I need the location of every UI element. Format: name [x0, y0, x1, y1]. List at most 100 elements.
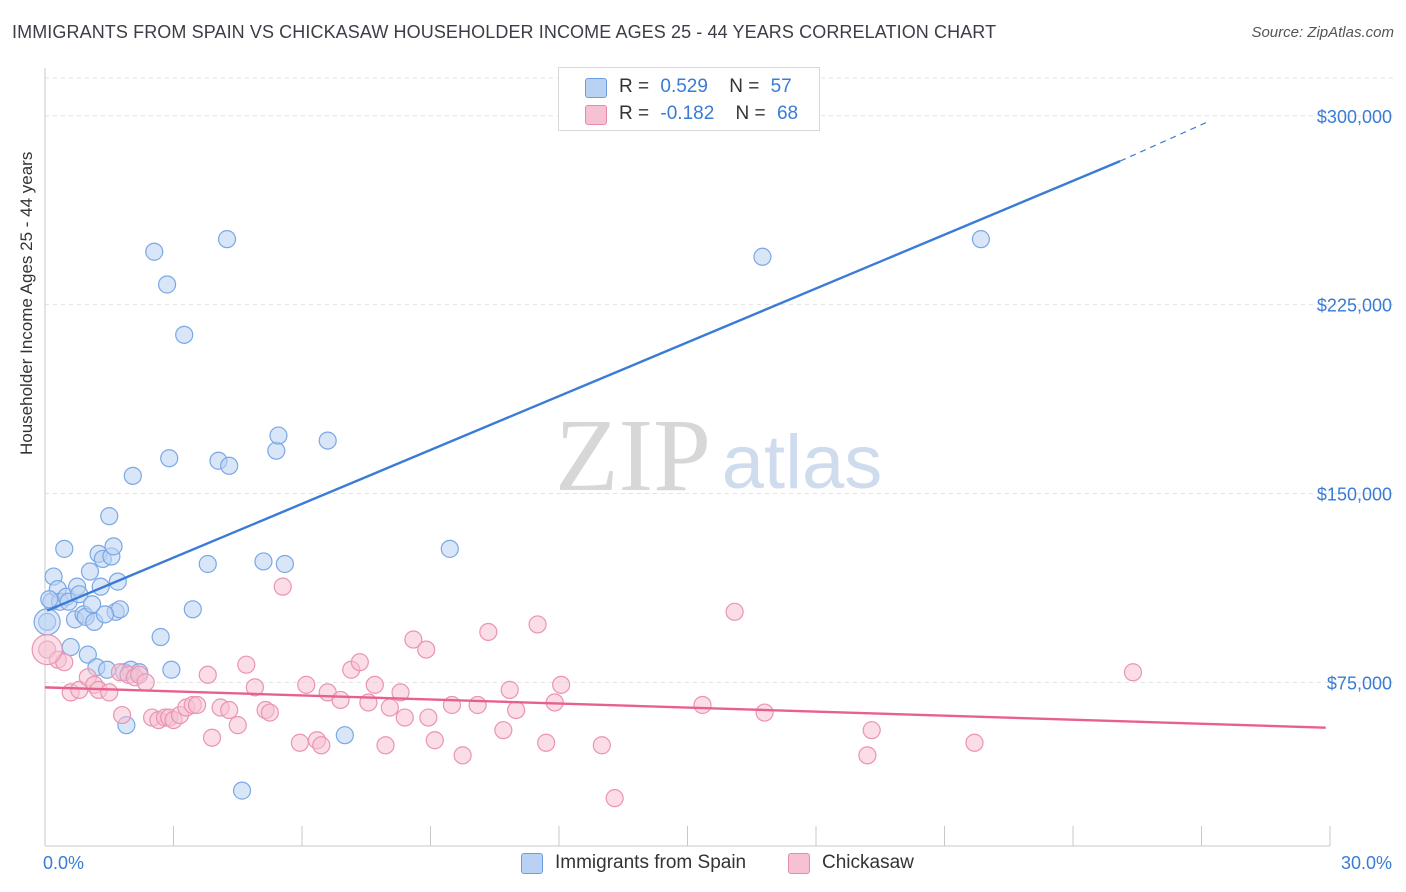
chickasaw-point [380, 698, 399, 717]
spain-point [40, 590, 59, 609]
chickasaw-point [187, 695, 207, 715]
y-tick-label: $150,000 [1317, 484, 1392, 504]
chickasaw-swatch [585, 105, 607, 125]
chickasaw-point [290, 733, 309, 752]
chickasaw-point [453, 746, 472, 765]
spain-legend-label: Immigrants from Spain [555, 852, 747, 873]
chickasaw-r-label: R = [619, 103, 650, 124]
chickasaw-point [273, 577, 292, 596]
spain-point [318, 431, 337, 450]
spain-legend-swatch [521, 853, 543, 874]
spain-point [123, 466, 142, 485]
chickasaw-point [198, 665, 217, 684]
spain-point [162, 660, 181, 679]
spain-point [232, 781, 252, 800]
tick-labels: $75,000 $150,000 $225,000 $300,000 0.0% 30.0% [43, 107, 1392, 873]
chickasaw-point [552, 675, 571, 694]
chickasaw-point [31, 633, 63, 666]
spain-point [100, 507, 119, 526]
chickasaw-point [220, 700, 239, 720]
spain-point [275, 554, 294, 574]
chickasaw-point [468, 695, 487, 715]
spain-swatch [585, 78, 607, 98]
spain-point [33, 608, 61, 636]
x-tick-label: 30.0% [1341, 853, 1392, 873]
spain-point [198, 554, 217, 574]
spain-n-value: 57 [770, 76, 792, 97]
spain-point [78, 645, 97, 664]
chickasaw-point [228, 716, 247, 735]
spain-point [157, 275, 177, 294]
chickasaw-point [350, 653, 369, 672]
spain-point [55, 539, 74, 558]
grid-lines [45, 77, 1395, 683]
spain-trend-extension [1119, 120, 1211, 162]
chickasaw-point [365, 675, 384, 694]
spain-trend-line [46, 159, 1121, 612]
source-credit: Source: ZipAtlas.com [1251, 24, 1394, 41]
spain-point [217, 230, 237, 249]
chickasaw-point [500, 680, 519, 699]
chickasaw-point [331, 690, 350, 710]
chickasaw-point [391, 683, 410, 702]
chickasaw-point [404, 630, 423, 649]
chickasaw-point [479, 622, 498, 642]
chickasaw-point [1123, 663, 1143, 682]
chickasaw-point [605, 789, 624, 808]
chickasaw-point [862, 721, 881, 740]
spain-point [80, 562, 100, 581]
spain-point [151, 627, 170, 647]
chickasaw-point [725, 602, 744, 621]
spain-point [160, 449, 179, 468]
y-tick-label: $225,000 [1317, 296, 1392, 316]
data-points [31, 230, 1143, 808]
spain-point [183, 600, 202, 619]
spain-point [971, 230, 991, 249]
chickasaw-point [312, 736, 331, 755]
chickasaw-point [237, 655, 256, 674]
chickasaw-legend-swatch [788, 853, 810, 874]
chickasaw-n-value: 68 [776, 103, 799, 124]
chickasaw-point [755, 703, 774, 722]
spain-point [440, 539, 459, 558]
spain-r-label: R = [619, 76, 650, 97]
watermark-atlas: atlas [722, 420, 883, 505]
spain-r-value: 0.529 [660, 76, 708, 97]
spain-point [104, 537, 123, 556]
chickasaw-point [858, 746, 877, 765]
spain-point [267, 441, 286, 460]
chickasaw-point [136, 673, 155, 692]
chickasaw-point [245, 678, 264, 697]
axes [44, 68, 1331, 847]
chickasaw-n-label: N = [735, 103, 766, 124]
chart-title: IMMIGRANTS FROM SPAIN VS CHICKASAW HOUSE… [12, 22, 997, 42]
y-tick-label: $75,000 [1327, 673, 1392, 693]
y-axis-label: Householder Income Ages 25 - 44 years [17, 151, 36, 455]
chickasaw-point [528, 615, 547, 634]
chickasaw-point [425, 731, 444, 750]
chickasaw-point [376, 736, 395, 755]
chickasaw-point [417, 640, 436, 659]
spain-point [254, 552, 273, 571]
chickasaw-point [202, 728, 222, 747]
trend-lines [44, 120, 1326, 729]
chickasaw-point [260, 703, 279, 722]
spain-point [145, 242, 164, 261]
y-tick-label: $300,000 [1317, 107, 1392, 127]
chickasaw-point [693, 695, 712, 715]
spain-point [335, 726, 354, 745]
chickasaw-point [112, 705, 132, 725]
chickasaw-legend-label: Chickasaw [822, 852, 914, 873]
chickasaw-point [507, 700, 526, 720]
chickasaw-point [537, 733, 556, 752]
chickasaw-point [297, 675, 316, 694]
spain-point [61, 637, 80, 657]
chickasaw-trend-line [44, 686, 1326, 729]
spain-point [175, 325, 194, 344]
chickasaw-point [965, 733, 984, 752]
correlation-legend: R = 0.529 N = 57 R = -0.182 N = 68 [558, 67, 820, 131]
chickasaw-point [592, 736, 611, 755]
spain-point [95, 605, 115, 624]
chickasaw-r-value: -0.182 [660, 103, 715, 124]
